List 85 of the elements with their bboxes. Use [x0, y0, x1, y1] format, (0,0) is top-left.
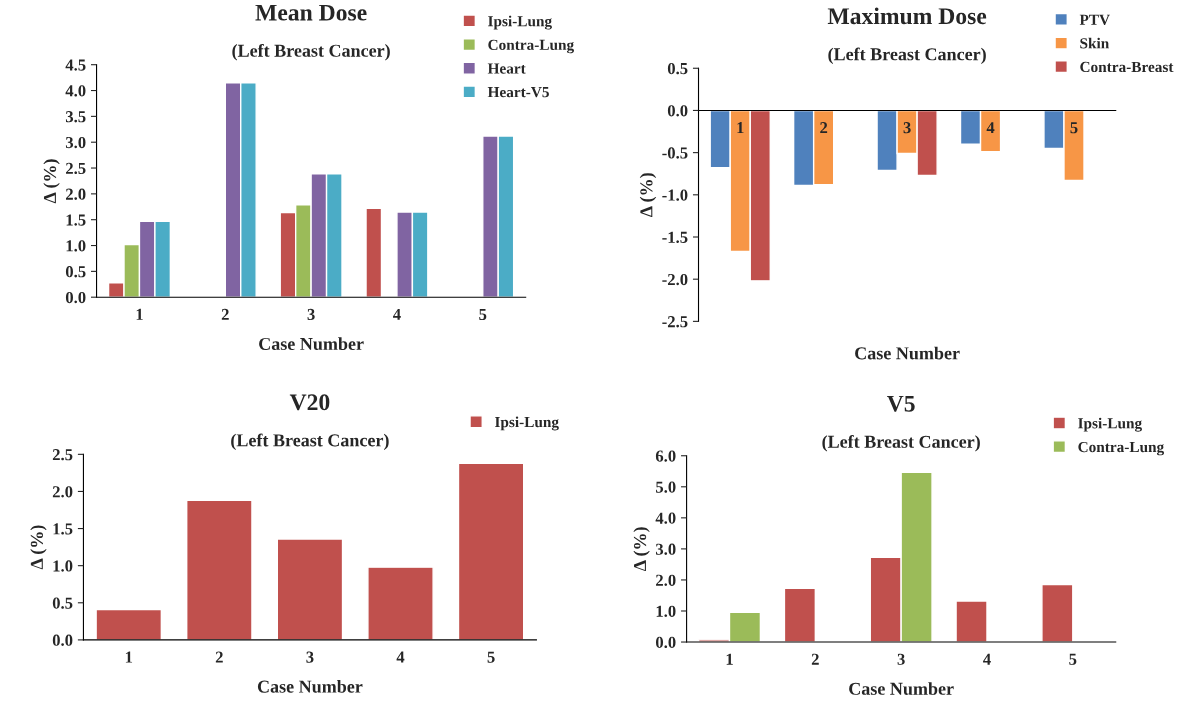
legend-label: Skin — [1080, 37, 1110, 49]
legend-label: Ipsi-Lung — [488, 15, 552, 30]
y-axis-title: Δ (%) — [30, 525, 47, 570]
x-tick-label: 1 — [125, 651, 133, 663]
bar — [276, 538, 344, 640]
y-axis-title: Δ (%) — [633, 527, 650, 572]
y-tick-label: 6.0 — [655, 450, 676, 462]
y-tick-label: 0.5 — [52, 597, 73, 609]
y-tick-label: 0.5 — [65, 266, 86, 278]
y-tick-label: 1.0 — [53, 560, 73, 572]
bar — [955, 600, 988, 643]
y-tick-label: -1.0 — [662, 189, 688, 201]
bar — [1041, 583, 1074, 643]
legend-label: Ipsi-Lung — [495, 416, 559, 431]
bar — [367, 566, 434, 640]
y-tick-label: 1.0 — [66, 240, 86, 252]
y-tick-label: 4.5 — [65, 59, 86, 71]
x-tick-label: 2 — [820, 122, 828, 134]
chart-subtitle: (Left Breast Cancer) — [231, 433, 389, 451]
bar — [457, 462, 525, 640]
chart-subtitle: (Left Breast Cancer) — [822, 434, 980, 452]
y-tick-label: -2.0 — [662, 273, 688, 286]
bar — [186, 499, 253, 640]
x-tick-label: 2 — [221, 308, 229, 320]
x-tick-label: 1 — [737, 122, 744, 134]
bar — [783, 587, 817, 643]
x-axis-title: Case Number — [855, 346, 960, 360]
y-tick-label: 4.0 — [655, 512, 676, 524]
x-tick-label: 3 — [897, 653, 905, 665]
y-tick-label: 2.0 — [52, 486, 73, 498]
x-tick-label: 4 — [986, 122, 995, 134]
y-tick-label: 0.0 — [667, 105, 688, 117]
x-tick-label: 1 — [136, 308, 143, 320]
x-tick-label: 5 — [487, 651, 495, 663]
chart-title: V5 — [886, 395, 915, 412]
x-axis-title: Case Number — [259, 337, 364, 351]
legend-label: Contra-Lung — [488, 39, 575, 54]
chart-subtitle: (Left Breast Cancer) — [232, 43, 390, 61]
y-tick-label: 1.0 — [656, 605, 676, 618]
bar — [365, 207, 383, 298]
bar — [95, 608, 163, 640]
x-axis-title: Case Number — [257, 680, 363, 693]
y-tick-label: 1.5 — [53, 523, 73, 535]
x-axis-title: Case Number — [849, 682, 954, 695]
y-tick-label: 2.0 — [656, 574, 676, 586]
y-tick-label: 0.0 — [655, 636, 676, 649]
y-tick-label: -2.5 — [662, 316, 688, 328]
y-tick-label: 3.0 — [655, 543, 676, 555]
chart-title: V20 — [289, 394, 330, 411]
legend-label: Contra-Breast — [1080, 61, 1174, 73]
x-tick-label: 2 — [811, 653, 819, 665]
y-tick-label: 1.5 — [66, 214, 86, 226]
x-tick-label: 5 — [1070, 122, 1078, 134]
x-tick-label: 5 — [1069, 653, 1077, 665]
y-tick-label: 4.0 — [65, 85, 86, 97]
legend-label: Contra-Lung — [1078, 441, 1165, 456]
y-axis-title: Δ (%) — [639, 173, 657, 218]
y-tick-label: 0.0 — [52, 634, 73, 646]
legend-label: Ipsi-Lung — [1078, 417, 1142, 432]
y-tick-label: 0.0 — [65, 291, 86, 304]
y-tick-label: 2.5 — [52, 449, 73, 461]
y-tick-label: 0.5 — [667, 62, 688, 75]
x-tick-label: 3 — [307, 308, 315, 321]
y-tick-label: 3.5 — [65, 111, 86, 123]
x-tick-label: 3 — [903, 122, 911, 134]
y-tick-label: 2.5 — [66, 162, 86, 175]
y-tick-label: 5.0 — [656, 481, 676, 493]
x-tick-label: 1 — [726, 653, 733, 665]
chart-title: Maximum Dose — [827, 7, 987, 25]
x-tick-label: 4 — [983, 653, 991, 665]
x-tick-label: 3 — [306, 651, 314, 663]
legend-label: Heart-V5 — [487, 87, 549, 98]
y-tick-label: -1.5 — [662, 231, 688, 244]
x-tick-label: 4 — [396, 651, 405, 663]
x-tick-label: 5 — [479, 308, 487, 321]
y-axis-title: Δ (%) — [43, 159, 60, 204]
legend-label: Heart — [487, 63, 526, 74]
chart-title: Mean Dose — [255, 4, 367, 21]
x-tick-label: 4 — [393, 308, 401, 320]
legend-label: PTV — [1079, 14, 1110, 25]
x-tick-label: 2 — [215, 651, 223, 663]
y-tick-label: 2.0 — [66, 188, 86, 200]
chart-subtitle: (Left Breast Cancer) — [828, 47, 986, 65]
y-tick-label: 3.0 — [65, 136, 86, 149]
y-tick-label: -0.5 — [662, 147, 688, 159]
